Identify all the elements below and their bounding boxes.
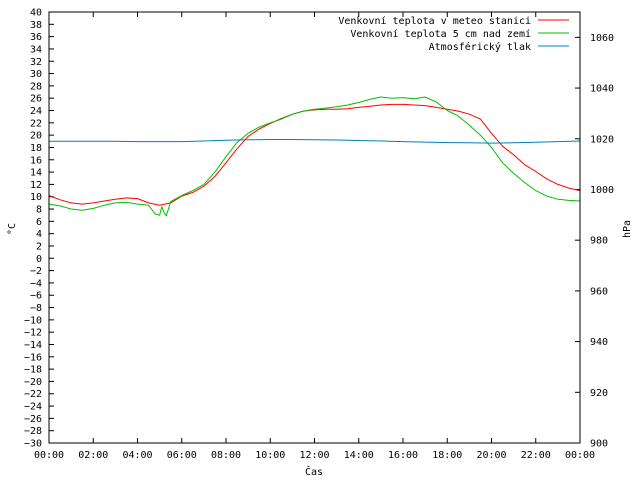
y-tick-label: 6: [36, 217, 42, 228]
y-tick-label: 20: [30, 131, 42, 142]
plot-border: [48, 11, 581, 444]
line-station-temp: [48, 103, 581, 206]
legend-label-ground-temp: Venkovní teplota 5 cm nad zemí: [350, 28, 531, 40]
y-axis-title: °C: [7, 223, 18, 235]
y-tick-label: 18: [30, 143, 42, 154]
y-tick-label: −10: [24, 315, 42, 326]
y-tick-label: −14: [24, 340, 42, 351]
x-tick-label: 18:00: [432, 450, 462, 461]
y-tick-label: 32: [30, 57, 42, 68]
line-pressure: [49, 139, 581, 144]
legend-label-pressure: Atmosférický tlak: [429, 41, 531, 53]
y-tick-label: 26: [30, 94, 42, 105]
series-lines: [48, 96, 581, 217]
y-tick-label: −30: [24, 439, 42, 450]
x-tick-label: 22:00: [521, 450, 551, 461]
y2-tick-label: 1060: [590, 33, 614, 44]
x-tick-label: 00:00: [34, 450, 64, 461]
y2-tick-label: 1020: [590, 134, 614, 145]
x-tick-label: 14:00: [344, 450, 374, 461]
line-ground-temp: [48, 96, 581, 217]
legend-label-station-temp: Venkovní teplota v meteo stanici: [338, 15, 531, 27]
y-tick-label: 14: [30, 168, 42, 179]
y-tick-label: 10: [30, 192, 42, 203]
y-tick-label: 28: [30, 81, 42, 92]
y-tick-label: 30: [30, 69, 42, 80]
y-tick-label: 2: [36, 241, 42, 252]
y-tick-label: 0: [36, 254, 42, 265]
y-tick-label: −12: [24, 328, 42, 339]
y-tick-label: −28: [24, 426, 42, 437]
y-tick-label: −4: [30, 278, 42, 289]
x-tick-label: 04:00: [122, 450, 152, 461]
x-tick-label: 08:00: [211, 450, 241, 461]
y-tick-label: 40: [30, 8, 42, 19]
y-tick-label: −8: [30, 303, 42, 314]
y2-tick-label: 900: [590, 439, 608, 450]
x-tick-label: 20:00: [476, 450, 506, 461]
y-tick-label: 36: [30, 32, 42, 43]
y2-tick-label: 980: [590, 236, 608, 247]
y2-tick-label: 920: [590, 388, 608, 399]
y-tick-label: −6: [30, 291, 42, 302]
y-tick-label: −24: [24, 402, 42, 413]
x-tick-label: 10:00: [255, 450, 285, 461]
y-tick-label: 24: [30, 106, 42, 117]
x-axis-title: Čas: [305, 465, 323, 478]
y2-tick-label: 1040: [590, 84, 614, 95]
legend: Venkovní teplota v meteo stanici Venkovn…: [338, 15, 569, 53]
tick-labels: 4038363432302826242220181614121086420−2−…: [24, 8, 614, 462]
y-tick-label: 22: [30, 118, 42, 129]
y-tick-label: −20: [24, 377, 42, 388]
x-tick-label: 06:00: [167, 450, 197, 461]
y-tick-label: −16: [24, 352, 42, 363]
y-tick-label: 8: [36, 205, 42, 216]
y-tick-label: 12: [30, 180, 42, 191]
y-tick-label: −26: [24, 414, 42, 425]
y-tick-label: 4: [36, 229, 42, 240]
y-tick-label: 16: [30, 155, 42, 166]
y-tick-label: 38: [30, 20, 42, 31]
y2-axis-title: hPa: [622, 220, 633, 238]
x-tick-label: 16:00: [388, 450, 418, 461]
x-tick-label: 02:00: [78, 450, 108, 461]
y2-tick-label: 1000: [590, 185, 614, 196]
y-tick-label: 34: [30, 44, 42, 55]
y-tick-label: −2: [30, 266, 42, 277]
y-tick-label: −18: [24, 365, 42, 376]
x-tick-label: 00:00: [565, 450, 595, 461]
y-tick-label: −22: [24, 389, 42, 400]
y2-tick-label: 960: [590, 286, 608, 297]
x-tick-label: 12:00: [299, 450, 329, 461]
y2-tick-label: 940: [590, 337, 608, 348]
